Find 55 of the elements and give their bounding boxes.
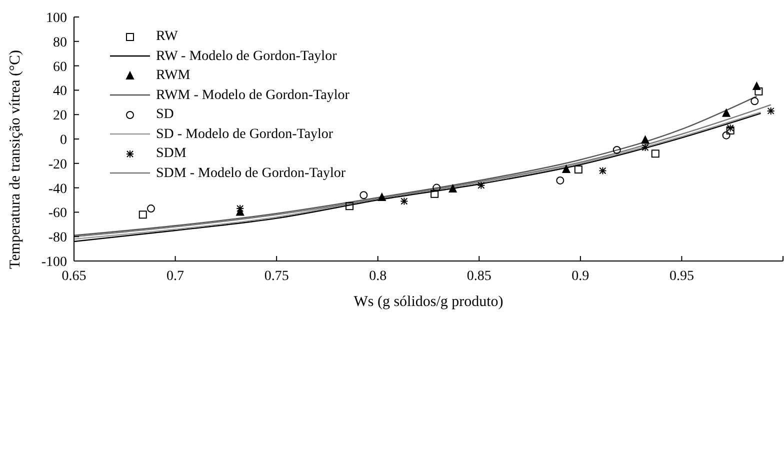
point xyxy=(651,150,660,158)
point xyxy=(612,146,621,154)
point xyxy=(345,202,354,210)
point xyxy=(400,197,408,206)
point xyxy=(641,136,650,144)
legend-label: SD - Modelo de Gordon-Taylor xyxy=(156,126,334,144)
legend-label: RWM xyxy=(156,67,190,85)
y-tick-label: -60 xyxy=(48,206,67,222)
legend-label: SDM xyxy=(156,145,186,163)
point xyxy=(641,144,650,152)
point xyxy=(360,191,368,200)
point xyxy=(722,131,730,140)
x-tick-label: 0.95 xyxy=(669,268,694,284)
point xyxy=(432,184,441,192)
legend-label: RW xyxy=(156,28,178,46)
y-tick-label: 80 xyxy=(53,35,67,50)
legend-label: SDM - Modelo de Gordon-Taylor xyxy=(156,164,346,182)
point xyxy=(766,106,775,115)
point xyxy=(556,176,564,184)
y-tick-label: -100 xyxy=(41,254,67,270)
point xyxy=(752,82,761,90)
y-tick-label: 40 xyxy=(53,84,67,100)
point xyxy=(726,126,734,134)
point xyxy=(574,166,582,174)
y-axis-title: Temperatura de transição vítrea (°C) xyxy=(7,50,24,269)
point xyxy=(598,166,607,175)
x-tick-label: 0.7 xyxy=(166,268,184,284)
point xyxy=(378,193,386,202)
y-tick-label: -80 xyxy=(48,230,67,246)
y-tick-label: -40 xyxy=(48,182,67,197)
point xyxy=(750,97,759,106)
point xyxy=(726,124,734,132)
point xyxy=(754,87,763,96)
y-tick-label: -20 xyxy=(48,157,67,172)
y-tick-label: 100 xyxy=(46,10,67,26)
x-tick-label: 0.9 xyxy=(572,268,590,284)
point xyxy=(562,165,570,173)
x-axis-title: Ws (g sólidos/g produto) xyxy=(354,294,504,310)
x-tick-label: 0.65 xyxy=(62,268,86,284)
point xyxy=(236,204,244,213)
point xyxy=(430,190,439,198)
y-tick-label: 20 xyxy=(53,108,67,124)
point xyxy=(477,181,486,190)
x-tick-label: 0.75 xyxy=(264,268,289,284)
legend-label: RWM - Modelo de Gordon-Taylor xyxy=(156,86,350,104)
point xyxy=(722,108,730,117)
y-tick-label: 60 xyxy=(53,60,67,75)
y-tick-label: 0 xyxy=(60,132,67,148)
legend-label: RW - Modelo de Gordon-Taylor xyxy=(156,48,337,66)
x-tick-label: 0.85 xyxy=(466,268,492,284)
legend-label: SD xyxy=(156,106,174,124)
point xyxy=(448,184,457,193)
x-tick-label: 0.8 xyxy=(369,268,387,284)
point xyxy=(138,210,147,219)
point xyxy=(146,204,155,213)
